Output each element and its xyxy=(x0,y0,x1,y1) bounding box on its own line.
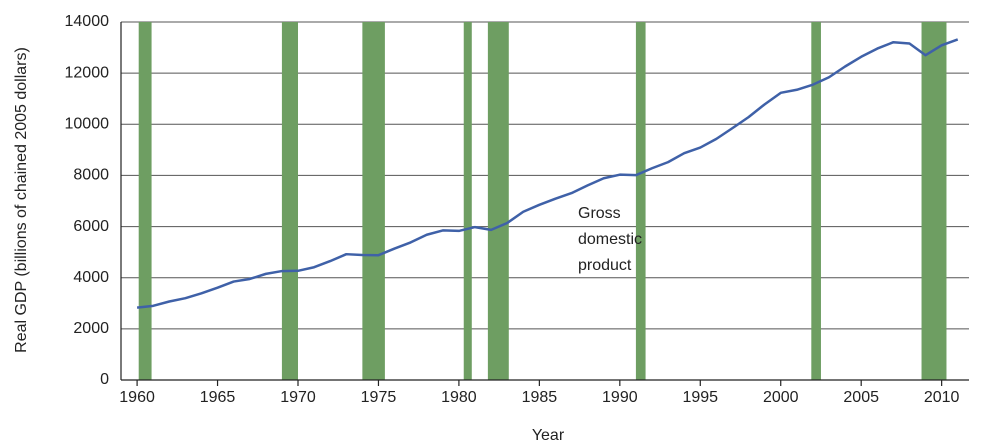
annotation: Gross xyxy=(578,205,621,222)
y-tick-label: 8000 xyxy=(73,167,109,184)
recession-band xyxy=(362,22,385,380)
x-tick-label: 1970 xyxy=(280,389,316,406)
y-tick-label: 0 xyxy=(100,371,109,388)
x-tick-label: 1985 xyxy=(522,389,558,406)
y-tick-label: 12000 xyxy=(65,64,110,81)
annotation: product xyxy=(578,257,632,274)
x-tick-label: 1980 xyxy=(441,389,477,406)
x-tick-label: 1965 xyxy=(200,389,236,406)
y-tick-label: 4000 xyxy=(73,269,109,286)
recession-band xyxy=(487,22,509,380)
recession-band xyxy=(138,22,152,380)
x-tick-label: 1995 xyxy=(682,389,718,406)
y-axis-label: Real GDP (billions of chained 2005 dolla… xyxy=(13,47,30,353)
recession-band xyxy=(463,22,472,380)
x-tick-label: 2005 xyxy=(843,389,879,406)
recession-band xyxy=(811,22,821,380)
y-tick-label: 6000 xyxy=(73,218,109,235)
y-tick-label: 10000 xyxy=(65,116,110,133)
x-tick-label: 1960 xyxy=(119,389,155,406)
x-tick-label: 2000 xyxy=(763,389,799,406)
recession-band xyxy=(635,22,646,380)
annotation: domestic xyxy=(578,231,642,248)
recession-band xyxy=(281,22,299,380)
x-tick-label: 2010 xyxy=(924,389,960,406)
y-tick-label: 2000 xyxy=(73,320,109,337)
x-tick-label: 1975 xyxy=(361,389,397,406)
x-tick-label: 1990 xyxy=(602,389,638,406)
y-tick-label: 14000 xyxy=(65,13,110,30)
recession-band xyxy=(921,22,947,380)
x-axis-label: Year xyxy=(532,427,565,444)
gdp-line xyxy=(136,38,959,309)
